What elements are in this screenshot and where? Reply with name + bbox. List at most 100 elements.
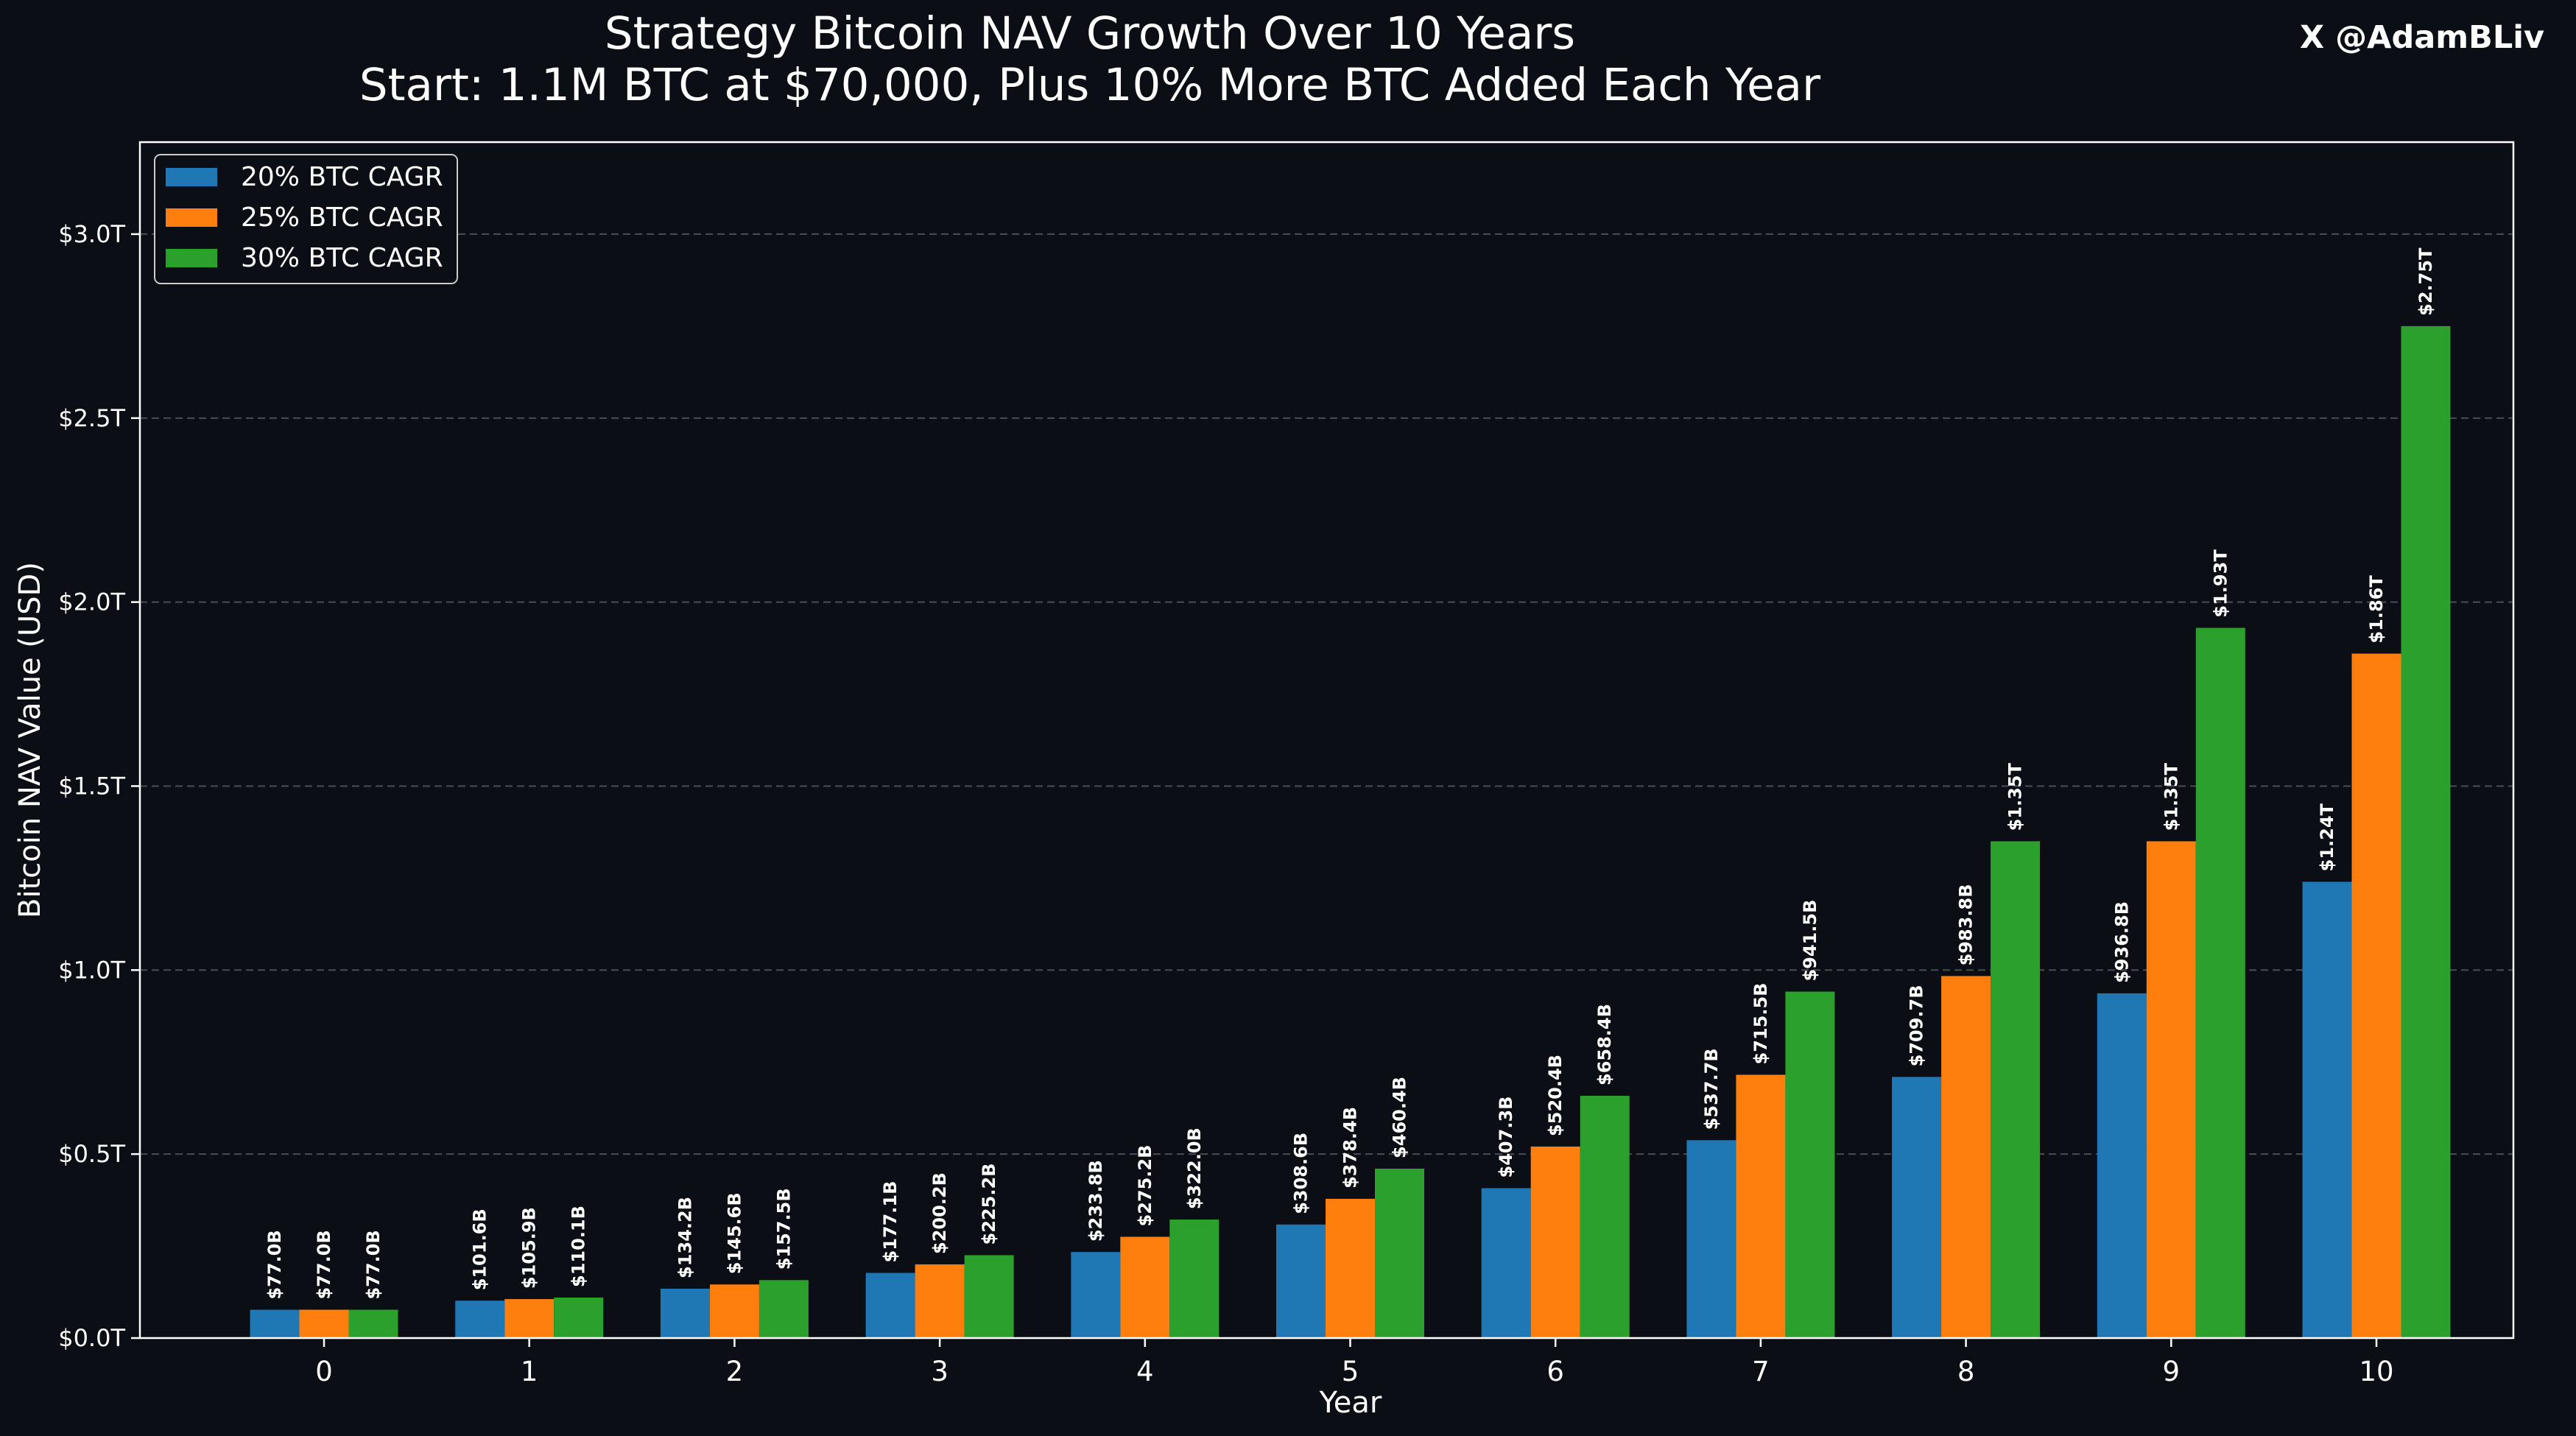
data-label: $77.0B — [264, 1230, 285, 1299]
legend-label: 30% BTC CAGR — [241, 243, 443, 273]
bar — [2146, 841, 2196, 1338]
bar — [1276, 1224, 1326, 1338]
bar — [1941, 976, 1991, 1338]
bar — [2351, 653, 2401, 1338]
data-label: $77.0B — [314, 1230, 334, 1299]
y-tick-label: $1.0T — [58, 956, 125, 984]
data-label: $983.8B — [1956, 884, 1977, 965]
bar — [709, 1284, 759, 1338]
bar — [1326, 1198, 1375, 1338]
x-tick-label: 1 — [521, 1356, 538, 1387]
bar — [964, 1255, 1014, 1338]
data-label: $1.35T — [2161, 763, 2181, 831]
data-label: $407.3B — [1496, 1097, 1516, 1178]
bar — [2195, 627, 2245, 1338]
plot-frame — [138, 141, 2515, 1340]
data-label: $941.5B — [1800, 900, 1820, 982]
bar — [1580, 1096, 1630, 1338]
x-tick-label: 3 — [931, 1356, 949, 1387]
x-tick-label: 10 — [2359, 1356, 2393, 1387]
data-label: $537.7B — [1701, 1048, 1722, 1130]
data-label: $157.5B — [773, 1188, 794, 1270]
bar — [1785, 991, 1835, 1338]
data-label: $378.4B — [1340, 1107, 1361, 1189]
data-label: $110.1B — [569, 1206, 589, 1287]
bar — [1375, 1168, 1424, 1338]
y-axis-label: Bitcoin NAV Value (USD) — [13, 562, 47, 918]
data-label: $101.6B — [470, 1208, 490, 1290]
bar — [1736, 1074, 1786, 1338]
legend-label: 25% BTC CAGR — [241, 203, 443, 233]
bar — [299, 1309, 349, 1338]
data-label: $105.9B — [519, 1207, 540, 1289]
data-label: $1.35T — [2005, 763, 2026, 831]
x-axis-label: Year — [1319, 1386, 1382, 1420]
data-label: $715.5B — [1750, 983, 1771, 1065]
legend-swatch — [166, 249, 217, 267]
bar — [1530, 1146, 1580, 1338]
legend: 20% BTC CAGR 25% BTC CAGR 30% BTC CAGR — [154, 154, 458, 284]
data-label: $1.24T — [2317, 803, 2337, 871]
y-tick-label: $2.5T — [58, 404, 125, 432]
bar — [504, 1299, 555, 1338]
x-tick-label: 9 — [2163, 1356, 2181, 1387]
bar — [1991, 841, 2041, 1338]
x-tick-label: 4 — [1136, 1356, 1154, 1387]
x-axis-ticks: 0 1 2 3 4 5 6 7 8 9 10 — [315, 1338, 2394, 1387]
bar — [1071, 1252, 1121, 1338]
bar — [1481, 1188, 1531, 1338]
bar — [2097, 993, 2147, 1338]
data-label: $308.6B — [1291, 1133, 1312, 1214]
y-tick-label: $0.0T — [58, 1324, 125, 1352]
grid-layer — [140, 233, 2513, 1155]
data-label: $200.2B — [929, 1172, 950, 1254]
chart-subtitle: Start: 1.1M BTC at $70,000, Plus 10% Mor… — [359, 59, 1821, 111]
bar — [1120, 1236, 1170, 1338]
x-tick-label: 2 — [726, 1356, 744, 1387]
data-label: $709.7B — [1907, 985, 1927, 1066]
data-label: $658.4B — [1594, 1004, 1615, 1085]
legend-swatch — [166, 208, 217, 227]
data-label: $145.6B — [724, 1192, 745, 1274]
data-label: $460.4B — [1390, 1077, 1410, 1158]
legend-swatch — [166, 168, 217, 186]
data-label: $1.93T — [2210, 549, 2231, 618]
data-label: $322.0B — [1184, 1127, 1205, 1209]
data-label: $936.8B — [2111, 901, 2132, 983]
x-tick-label: 5 — [1342, 1356, 1359, 1387]
data-label: $177.1B — [880, 1181, 901, 1263]
bar — [1892, 1077, 1942, 1338]
x-tick-label: 7 — [1752, 1356, 1770, 1387]
data-label: $275.2B — [1135, 1145, 1155, 1227]
bar — [1686, 1140, 1736, 1338]
data-label: $520.4B — [1545, 1055, 1566, 1136]
data-label: $77.0B — [363, 1230, 384, 1299]
bar — [348, 1309, 398, 1338]
y-tick-label: $2.0T — [58, 588, 125, 616]
bar-layer — [250, 325, 2451, 1338]
bar — [554, 1297, 604, 1338]
x-tick-label: 0 — [315, 1356, 333, 1387]
legend-label: 20% BTC CAGR — [241, 162, 443, 192]
y-tick-label: $1.5T — [58, 772, 125, 800]
y-axis-ticks: $0.0T $0.5T $1.0T $1.5T $2.0T $2.5T $3.0T — [58, 220, 140, 1352]
bar — [455, 1301, 505, 1338]
bar — [915, 1264, 965, 1338]
data-label-layer: $77.0B $101.6B $134.2B $177.1B $233.8B $308.6… — [264, 247, 2436, 1300]
bar — [759, 1280, 809, 1338]
x-tick-label: 6 — [1546, 1356, 1564, 1387]
legend-box — [154, 154, 458, 284]
bar — [1169, 1219, 1220, 1338]
watermark: X @AdamBLiv — [2300, 19, 2544, 56]
bar — [2401, 325, 2451, 1338]
data-label: $134.2B — [675, 1197, 695, 1278]
chart-title: Strategy Bitcoin NAV Growth Over 10 Year… — [605, 7, 1575, 60]
data-label: $1.86T — [2366, 575, 2387, 644]
data-label: $233.8B — [1085, 1160, 1106, 1242]
y-tick-label: $0.5T — [58, 1140, 125, 1168]
data-label: $225.2B — [979, 1164, 999, 1245]
data-label: $2.75T — [2415, 247, 2436, 316]
y-tick-label: $3.0T — [58, 220, 125, 248]
bar — [2302, 881, 2352, 1338]
